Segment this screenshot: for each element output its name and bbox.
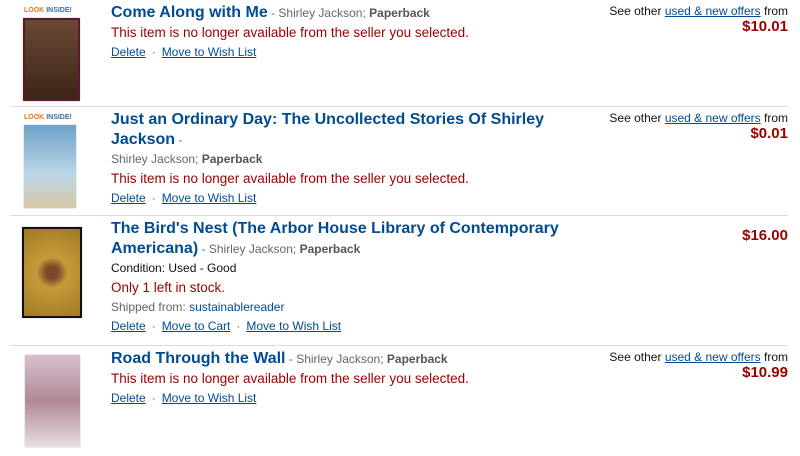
cart-item: LOOK INSIDE! Come Along with Me - Shirle… (10, 0, 788, 107)
delete-link[interactable]: Delete (111, 45, 146, 59)
cart-item: LOOK INSIDE! Just an Ordinary Day: The U… (10, 107, 788, 216)
price: $0.01 (750, 125, 788, 142)
item-title-link[interactable]: Come Along with Me (111, 4, 268, 21)
offers-box: See other used & new offers from $10.01 (609, 4, 788, 35)
availability-message: This item is no longer available from th… (111, 371, 469, 386)
delete-link[interactable]: Delete (111, 391, 146, 405)
move-to-wish-list-link[interactable]: Move to Wish List (161, 391, 257, 405)
availability-message: This item is no longer available from th… (111, 171, 469, 186)
move-to-wish-list-link[interactable]: Move to Wish List (161, 45, 257, 59)
look-inside-badge[interactable]: LOOK INSIDE! (24, 114, 72, 121)
book-cover[interactable] (23, 18, 80, 101)
cart-item: Road Through the Wall - Shirley Jackson;… (10, 346, 788, 456)
delete-link[interactable]: Delete (111, 319, 146, 333)
used-new-offers-link[interactable]: used & new offers (664, 350, 761, 364)
item-byline: - Shirley Jackson; Paperback (271, 6, 430, 20)
stock-message: Only 1 left in stock. (111, 280, 226, 295)
availability-message: This item is no longer available from th… (111, 25, 469, 40)
used-new-offers-link[interactable]: used & new offers (664, 4, 761, 18)
item-byline: - Shirley Jackson; Paperback (111, 133, 263, 166)
price: $16.00 (742, 227, 788, 244)
move-to-cart-link[interactable]: Move to Cart (161, 319, 231, 333)
book-cover[interactable] (22, 227, 82, 318)
cart-item: The Bird's Nest (The Arbor House Library… (10, 216, 788, 346)
book-cover[interactable] (24, 125, 76, 208)
seller-name: sustainablereader (189, 300, 285, 314)
shipped-from: Shipped from: sustainablereader (111, 300, 285, 314)
offers-box: See other used & new offers from $0.01 (609, 111, 788, 142)
item-byline: - Shirley Jackson; Paperback (201, 242, 361, 256)
move-to-wish-list-link[interactable]: Move to Wish List (161, 191, 257, 205)
item-title-link[interactable]: The Bird's Nest (The Arbor House Library… (111, 220, 559, 257)
used-new-offers-link[interactable]: used & new offers (664, 111, 761, 125)
item-title-link[interactable]: Just an Ordinary Day: The Uncollected St… (111, 111, 545, 148)
item-condition: Condition: Used - Good (111, 261, 237, 275)
offers-box: See other used & new offers from $10.99 (609, 350, 788, 381)
look-inside-badge[interactable]: LOOK INSIDE! (24, 7, 72, 14)
item-title-link[interactable]: Road Through the Wall (111, 350, 286, 367)
move-to-wish-list-link[interactable]: Move to Wish List (246, 319, 342, 333)
offers-box: $16.00 (742, 228, 788, 244)
price: $10.99 (742, 364, 788, 381)
book-cover[interactable] (25, 355, 80, 447)
delete-link[interactable]: Delete (111, 191, 146, 205)
price: $10.01 (742, 18, 788, 35)
item-byline: - Shirley Jackson; Paperback (288, 352, 448, 366)
